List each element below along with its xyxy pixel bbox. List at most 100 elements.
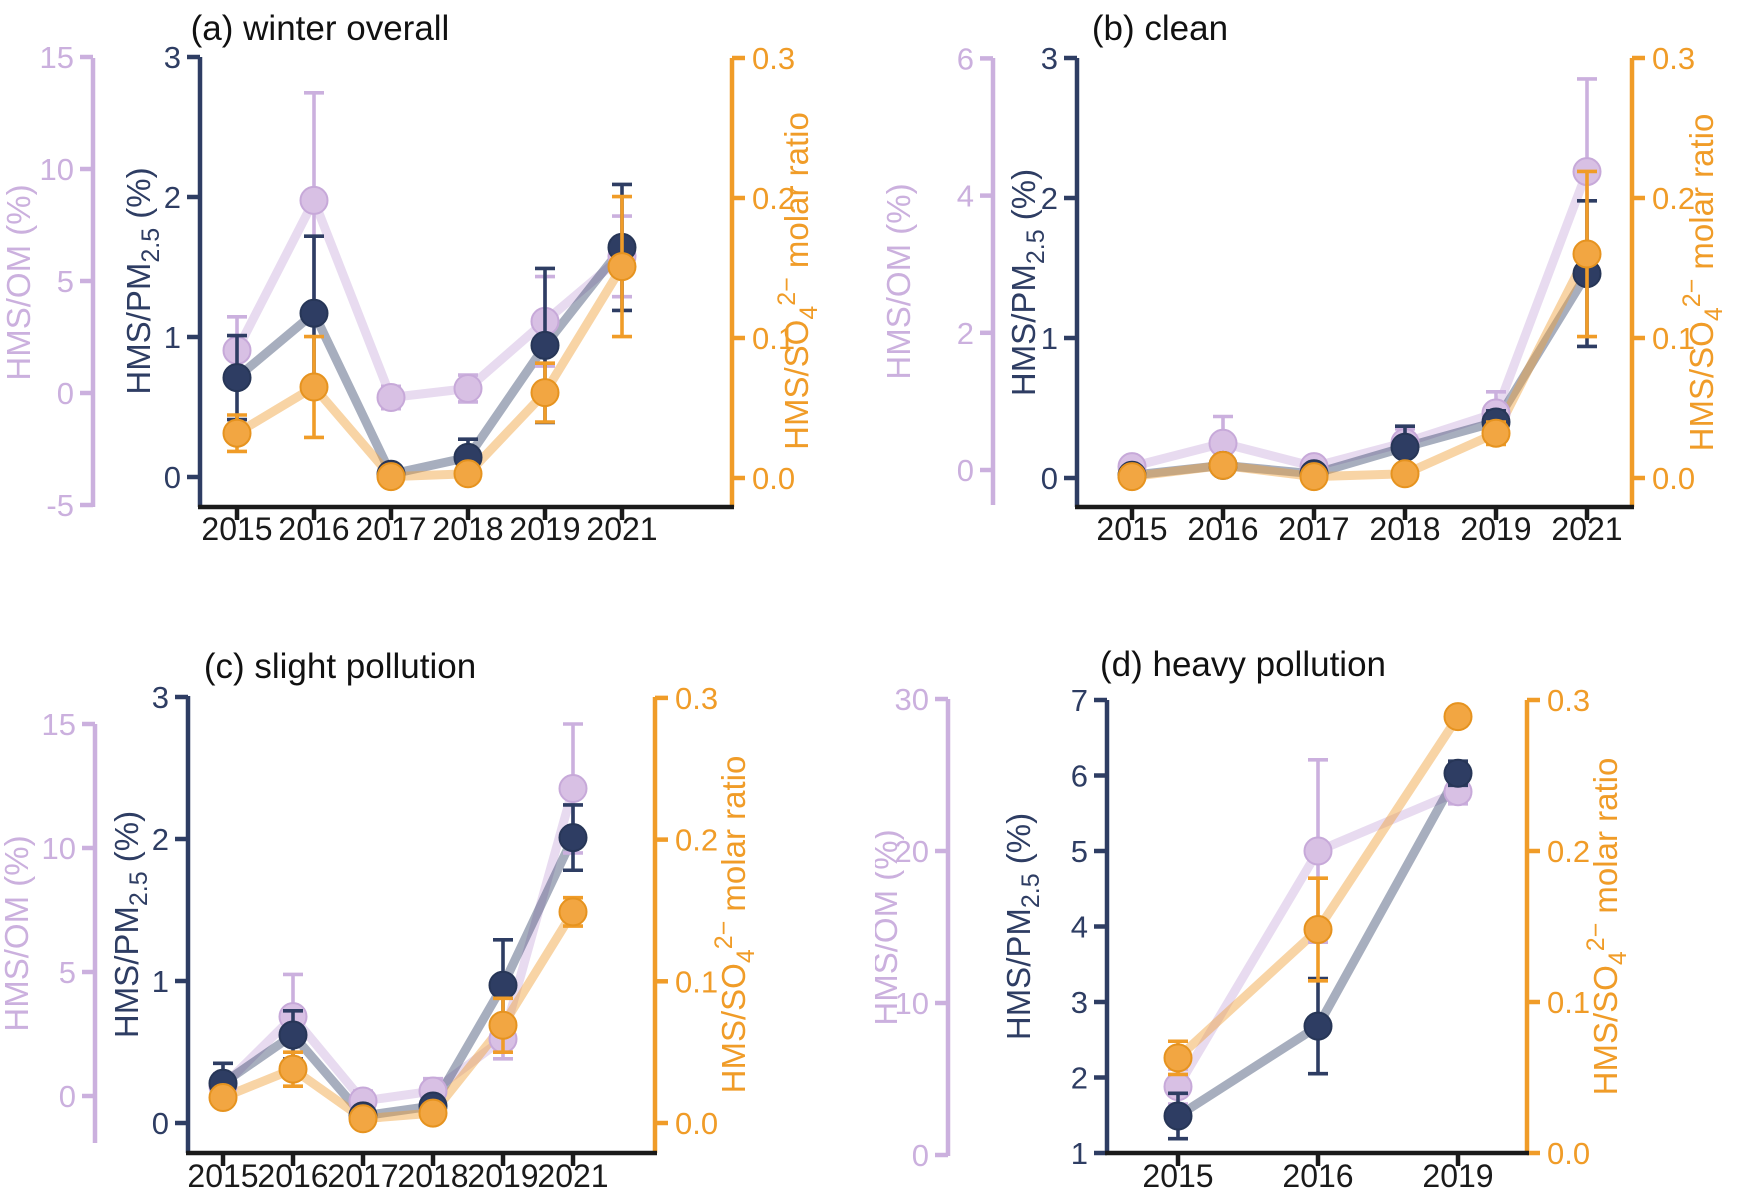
axis-title-left_inner: HMS/PM2.5 (%)	[120, 167, 165, 394]
axis-title-left_outer: HMS/OM (%)	[0, 835, 35, 1031]
axis-tick-label: 15	[40, 40, 74, 75]
x-tick-label: 2019	[509, 511, 580, 547]
axis-tick-label: 0	[59, 1079, 76, 1114]
axis-title-left_outer: HMS/OM (%)	[875, 829, 904, 1025]
axis-tick-label: 1	[1071, 1136, 1088, 1171]
x-tick-label: 2017	[355, 511, 426, 547]
data-point	[530, 330, 560, 360]
axis-tick-label: 10	[40, 152, 74, 187]
x-tick-label: 2019	[1460, 511, 1531, 547]
axis-title-left_outer: HMS/OM (%)	[0, 184, 37, 380]
x-tick-label: 2016	[1187, 511, 1258, 547]
data-point	[1163, 1043, 1193, 1073]
x-tick-label: 2021	[1551, 511, 1622, 547]
axis-tick-label: 0	[1041, 461, 1058, 496]
axis-tick-label: 0	[164, 460, 181, 495]
series-hms-so4	[208, 895, 588, 1134]
axis-tick-label: 2	[152, 822, 169, 857]
axis-tick-label: 0.0	[675, 1106, 718, 1141]
axis-tick-label: 0.0	[1652, 461, 1695, 496]
data-point	[607, 252, 637, 282]
axis-tick-label: 0.1	[752, 321, 795, 356]
axis-tick-label: 0.3	[675, 681, 718, 716]
data-point	[278, 1054, 308, 1084]
axis-title-left_outer: HMS/OM (%)	[880, 183, 917, 379]
axis-tick-label: 2	[1071, 1061, 1088, 1096]
data-point	[299, 372, 329, 402]
x-tick-label: 2018	[1369, 511, 1440, 547]
axis-right: 0.3 0.2 0.1 0.0 HMS/SO42− molar ratio	[1629, 41, 1728, 507]
axis-tick-label: 0.1	[1547, 985, 1590, 1020]
chart-b: (b) clean 6 4 2 0 HMS/OM (%) 3 2 1 0 HMS/PM2.5 (%)…	[880, 9, 1728, 547]
x-axis: 2015 2016 2019	[1105, 1150, 1529, 1194]
axis-title-right: HMS/SO42− molar ratio	[773, 112, 823, 450]
data-point	[376, 462, 406, 492]
series-line-hms-pm2-5	[232, 242, 627, 479]
axis-tick-label: 0	[152, 1106, 169, 1141]
panel-slight-pollution: (c) slight pollution 15 10 5 0 HMS/OM (%) 3 2 1 0…	[0, 598, 875, 1197]
data-point	[299, 298, 329, 328]
axis-tick-label: 1	[164, 320, 181, 355]
axis-tick-label: 0.1	[675, 964, 718, 999]
axis-tick-label: 15	[42, 707, 76, 742]
axis-tick-label: 5	[59, 955, 76, 990]
axis-title-right: HMS/SO42− molar ratio	[1582, 758, 1632, 1096]
series-line-hms-om	[232, 195, 627, 402]
axis-tick-label: 0.2	[675, 823, 718, 858]
axis-title-right: HMS/SO42− molar ratio	[1678, 114, 1728, 452]
axis-title-left_inner: HMS/PM2.5 (%)	[108, 811, 153, 1038]
axis-tick-label: 6	[957, 41, 974, 76]
x-tick-label: 2016	[1282, 1158, 1353, 1194]
x-tick-label: 2018	[432, 511, 503, 547]
panel-clean: (b) clean 6 4 2 0 HMS/OM (%) 3 2 1 0 HMS/PM2.5 (%)…	[875, 0, 1750, 598]
series-hms-so4	[1163, 702, 1473, 1077]
data-point	[1303, 915, 1333, 945]
axis-left_outer: 6 4 2 0 HMS/OM (%)	[880, 41, 996, 505]
series-line-hms-so4	[232, 262, 627, 482]
data-point	[1303, 836, 1333, 866]
axis-tick-label: 10	[895, 986, 929, 1021]
axis-tick-label: 2	[957, 316, 974, 351]
data-point	[299, 185, 329, 215]
data-point	[1117, 462, 1147, 492]
axis-title-right: HMS/SO42− molar ratio	[710, 756, 760, 1094]
data-point	[1572, 239, 1602, 269]
x-tick-label: 2021	[586, 511, 657, 547]
axis-left_outer: 15 10 5 0 -5 HMS/OM (%)	[0, 40, 96, 523]
panel-heavy-pollution: (d) heavy pollution 30 20 10 0 HMS/OM (%) 7 6 5 4…	[875, 598, 1750, 1197]
x-tick-label: 2017	[327, 1158, 398, 1194]
axis-tick-label: 1	[1041, 321, 1058, 356]
x-tick-label: 2015	[1096, 511, 1167, 547]
series-line-hms-so4	[1127, 249, 1592, 482]
axis-left_inner: 3 2 1 0 HMS/PM2.5 (%)	[1005, 41, 1080, 507]
data-point	[278, 1020, 308, 1050]
axis-tick-label: 0.0	[1547, 1136, 1590, 1171]
data-point	[453, 459, 483, 489]
data-point	[376, 382, 406, 412]
data-point	[1443, 758, 1473, 788]
chart-d: (d) heavy pollution 30 20 10 0 HMS/OM (%) 7 6 5 4…	[875, 645, 1632, 1194]
data-point	[1163, 1101, 1193, 1131]
axis-right: 0.3 0.2 0.1 0.0 HMS/SO42− molar ratio	[652, 681, 760, 1153]
axis-tick-label: 5	[57, 264, 74, 299]
data-point	[208, 1082, 238, 1112]
series-line-hms-om	[1127, 167, 1592, 472]
axis-tick-label: 0.3	[752, 41, 795, 76]
series-hms-om	[1117, 77, 1602, 482]
axis-tick-label: 0.1	[1652, 321, 1695, 356]
data-point	[1443, 702, 1473, 732]
axis-left_inner: 3 2 1 0 HMS/PM2.5 (%)	[120, 40, 203, 507]
axis-tick-label: 0	[957, 453, 974, 488]
data-point	[1390, 432, 1420, 462]
data-point	[1481, 418, 1511, 448]
panel-title: (b) clean	[1092, 9, 1228, 48]
axis-tick-label: 20	[895, 834, 929, 869]
axis-tick-label: 0	[912, 1138, 929, 1173]
axis-left_inner: 3 2 1 0 HMS/PM2.5 (%)	[108, 680, 191, 1153]
data-point	[1303, 1011, 1333, 1041]
data-point	[222, 363, 252, 393]
axis-tick-label: 5	[1071, 834, 1088, 869]
